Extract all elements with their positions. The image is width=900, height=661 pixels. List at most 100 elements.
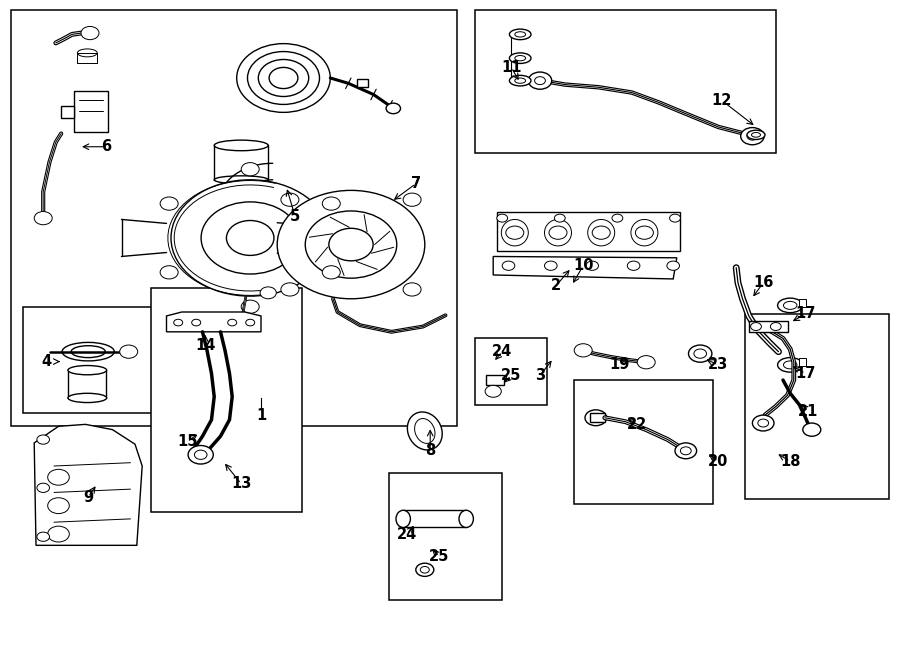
Text: 20: 20 xyxy=(708,454,728,469)
Circle shape xyxy=(328,228,374,261)
Ellipse shape xyxy=(71,346,105,358)
Ellipse shape xyxy=(459,510,473,527)
Circle shape xyxy=(160,197,178,210)
Circle shape xyxy=(347,213,365,226)
Text: 2: 2 xyxy=(551,278,562,293)
Ellipse shape xyxy=(214,140,268,151)
Text: 14: 14 xyxy=(195,338,215,352)
Circle shape xyxy=(194,450,207,459)
Circle shape xyxy=(192,319,201,326)
Circle shape xyxy=(228,319,237,326)
Circle shape xyxy=(585,410,607,426)
Circle shape xyxy=(544,261,557,270)
Bar xyxy=(389,473,502,600)
Polygon shape xyxy=(749,321,788,332)
Text: 25: 25 xyxy=(501,368,521,383)
Bar xyxy=(151,288,302,512)
Text: 16: 16 xyxy=(753,276,773,290)
Ellipse shape xyxy=(783,361,797,369)
Text: 25: 25 xyxy=(429,549,449,564)
Circle shape xyxy=(241,163,259,176)
Circle shape xyxy=(281,283,299,296)
Circle shape xyxy=(325,213,343,226)
Bar xyxy=(475,10,776,153)
Text: 21: 21 xyxy=(798,404,818,418)
Text: 13: 13 xyxy=(231,477,251,491)
Ellipse shape xyxy=(396,510,410,527)
Polygon shape xyxy=(497,212,680,251)
Text: 9: 9 xyxy=(83,490,94,504)
Text: 22: 22 xyxy=(627,417,647,432)
Circle shape xyxy=(586,261,598,270)
Circle shape xyxy=(741,128,764,145)
Circle shape xyxy=(803,423,821,436)
Circle shape xyxy=(751,323,761,330)
Circle shape xyxy=(120,345,138,358)
Ellipse shape xyxy=(68,393,106,403)
Circle shape xyxy=(635,226,653,239)
Ellipse shape xyxy=(631,219,658,246)
Circle shape xyxy=(171,180,329,296)
Circle shape xyxy=(386,103,400,114)
Polygon shape xyxy=(799,358,806,366)
Circle shape xyxy=(37,483,50,492)
Ellipse shape xyxy=(415,418,435,444)
Ellipse shape xyxy=(68,366,106,375)
Circle shape xyxy=(528,72,552,89)
Circle shape xyxy=(590,414,601,422)
Circle shape xyxy=(241,300,259,313)
Circle shape xyxy=(188,446,213,464)
Text: 12: 12 xyxy=(712,93,732,108)
Circle shape xyxy=(612,214,623,222)
Circle shape xyxy=(497,214,508,222)
Circle shape xyxy=(160,266,178,279)
Circle shape xyxy=(322,266,340,279)
Circle shape xyxy=(627,261,640,270)
Text: 6: 6 xyxy=(101,139,112,154)
Circle shape xyxy=(747,132,758,140)
Circle shape xyxy=(281,193,299,206)
Circle shape xyxy=(667,261,680,270)
Ellipse shape xyxy=(752,132,760,137)
Text: 18: 18 xyxy=(780,454,800,469)
Circle shape xyxy=(416,563,434,576)
Circle shape xyxy=(48,498,69,514)
Circle shape xyxy=(174,319,183,326)
Circle shape xyxy=(258,59,309,97)
Circle shape xyxy=(502,261,515,270)
Text: 24: 24 xyxy=(397,527,417,541)
Ellipse shape xyxy=(62,342,114,361)
Ellipse shape xyxy=(544,219,572,246)
Ellipse shape xyxy=(509,75,531,86)
Circle shape xyxy=(688,345,712,362)
Ellipse shape xyxy=(588,219,615,246)
Polygon shape xyxy=(74,91,108,132)
Ellipse shape xyxy=(509,53,531,63)
Ellipse shape xyxy=(408,412,442,450)
Text: 15: 15 xyxy=(177,434,197,449)
Circle shape xyxy=(752,415,774,431)
Circle shape xyxy=(48,469,69,485)
Text: 8: 8 xyxy=(425,444,436,458)
Circle shape xyxy=(592,226,610,239)
Text: 24: 24 xyxy=(492,344,512,359)
Circle shape xyxy=(201,202,300,274)
Ellipse shape xyxy=(778,358,803,372)
Ellipse shape xyxy=(214,176,268,184)
Polygon shape xyxy=(357,79,368,87)
Ellipse shape xyxy=(515,78,526,83)
Ellipse shape xyxy=(778,298,803,313)
Ellipse shape xyxy=(77,49,97,57)
Circle shape xyxy=(758,419,769,427)
Bar xyxy=(22,307,158,413)
Circle shape xyxy=(277,190,425,299)
Polygon shape xyxy=(493,256,677,279)
Circle shape xyxy=(227,221,274,255)
Circle shape xyxy=(269,67,298,89)
Bar xyxy=(475,338,547,405)
Text: 7: 7 xyxy=(410,176,421,191)
Circle shape xyxy=(675,443,697,459)
Polygon shape xyxy=(166,312,261,332)
Circle shape xyxy=(574,344,592,357)
Circle shape xyxy=(403,283,421,296)
